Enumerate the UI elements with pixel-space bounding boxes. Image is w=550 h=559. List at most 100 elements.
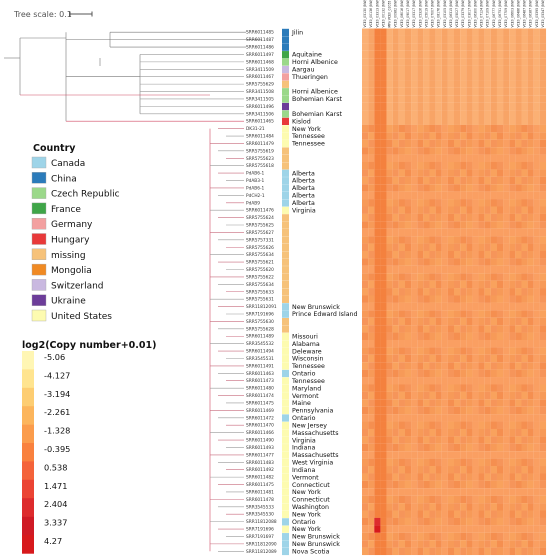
heatmap-cell: [509, 384, 516, 392]
heatmap-cell: [509, 480, 516, 489]
country-swatch: [31, 294, 47, 306]
heatmap-cell: [386, 213, 393, 222]
country-legend-item: Hungary: [31, 233, 90, 246]
sample-id: SRR6011478: [246, 497, 274, 503]
heatmap-cell: [435, 243, 442, 252]
heatmap-cell: [429, 317, 436, 326]
heatmap-cell: [374, 354, 381, 363]
heatmap-cell: [490, 428, 497, 437]
sample-row: SRR5755628: [246, 325, 289, 333]
heatmap-cell: [368, 221, 375, 229]
heatmap-cell: [441, 347, 448, 355]
sample-row: SRR6011469 Pennsylvania: [246, 406, 334, 415]
heatmap-cell: [484, 310, 491, 318]
heatmap-cell: [454, 391, 461, 400]
heatmap-cell: [478, 154, 485, 163]
country-box: [282, 392, 289, 400]
heatmap-cell: [441, 495, 448, 504]
heatmap-cell: [423, 525, 430, 533]
heatmap-cell: [386, 117, 393, 125]
heatmap-cell: [533, 161, 540, 170]
heatmap-cell: [539, 258, 547, 266]
heatmap-cell: [447, 310, 455, 318]
heatmap-cell: [386, 250, 393, 259]
heatmap-cell: [368, 458, 375, 467]
heatmap-cell: [423, 258, 430, 266]
heatmap-cell: [404, 132, 412, 140]
heatmap-cell: [484, 139, 491, 148]
sample-row: SRR6011463 Ontario: [246, 369, 316, 378]
heatmap-cell: [423, 473, 430, 481]
heatmap-cell: [404, 288, 412, 296]
heatmap-cell: [496, 102, 504, 111]
heatmap-cell: [423, 139, 430, 148]
heatmap-cell: [515, 317, 522, 326]
heatmap-cell: [398, 421, 405, 429]
country-name: Germany: [51, 220, 93, 230]
heatmap-cell: [398, 35, 405, 44]
heatmap-cell: [478, 87, 485, 96]
heatmap-cell: [423, 391, 430, 400]
heatmap-cell: [503, 35, 510, 44]
heatmap-cell: [503, 50, 510, 59]
heatmap-cell: [368, 72, 375, 81]
heatmap-cell: [509, 206, 516, 214]
heatmap-cell: [441, 317, 448, 326]
heatmap-cell: [490, 50, 497, 59]
heatmap-cell: [435, 117, 442, 125]
heatmap-cell: [509, 488, 516, 496]
heatmap-cell: [496, 295, 504, 303]
heatmap-cell: [503, 325, 510, 333]
heatmap-cell: [417, 369, 424, 378]
heatmap-cell: [496, 339, 504, 348]
heatmap-cell: [411, 406, 418, 415]
heatmap-cell: [411, 302, 418, 311]
sample-id: SRR6011481: [246, 489, 274, 495]
country-box: [282, 325, 289, 333]
heatmap-cell: [404, 206, 412, 214]
heatmap-cell: [411, 28, 418, 36]
sample-id: SRR6011492: [246, 467, 274, 473]
heatmap-cell: [539, 124, 547, 133]
heatmap-cell: [521, 43, 528, 51]
heatmap-cell: [454, 147, 461, 155]
heatmap-cell: [423, 147, 430, 155]
heatmap-cell: [392, 540, 399, 548]
heatmap-cell: [404, 517, 412, 526]
heatmap-cell: [429, 154, 436, 163]
heatmap-cell: [392, 532, 399, 541]
column-label: VCE0_05130 (NW_020167923.1_1297873: [363, 0, 367, 28]
heatmap-cell: [374, 169, 381, 177]
heatmap-cell: [417, 161, 424, 170]
heatmap-cell: [417, 80, 424, 88]
location-label: New York: [292, 526, 321, 533]
heatmap-cell: [472, 228, 479, 237]
heatmap-cell: [539, 436, 547, 444]
heatmap-cell: [398, 377, 405, 385]
heatmap-cell: [454, 369, 461, 378]
heatmap-cell: [435, 310, 442, 318]
heatmap-cell: [496, 58, 504, 66]
heatmap-cell: [392, 377, 399, 385]
heatmap-cell: [398, 221, 405, 229]
heatmap-cell: [411, 325, 418, 333]
heatmap-cell: [447, 339, 455, 348]
heatmap-cell: [521, 436, 528, 444]
heatmap-cell: [429, 265, 436, 274]
heatmap-cell: [411, 199, 418, 207]
heatmap-cell: [484, 369, 491, 378]
heatmap-cell: [447, 161, 455, 170]
sample-row: SRR6011479 Tennessee: [246, 140, 325, 148]
heatmap-cell: [417, 184, 424, 192]
heatmap-cell: [362, 377, 369, 385]
heatmap-cell: [386, 362, 393, 370]
heatmap-cell: [509, 184, 516, 192]
heatmap-cell: [398, 384, 405, 392]
heatmap-cell: [386, 191, 393, 200]
column-label: VCE0_05347 (NW_020167950.1_1250910_63138: [541, 0, 545, 28]
heatmap-cell: [368, 347, 375, 355]
heatmap-cell: [527, 488, 534, 496]
heatmap-cell: [441, 80, 448, 88]
heatmap-cell: [423, 273, 430, 281]
heatmap-cell: [478, 443, 485, 452]
